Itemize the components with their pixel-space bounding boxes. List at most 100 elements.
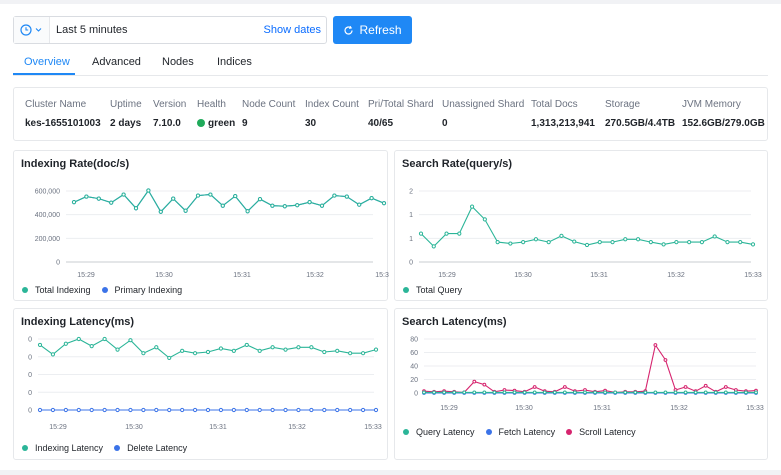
- legend-item[interactable]: Total Query: [403, 285, 462, 295]
- data-point: [723, 390, 728, 395]
- data-point: [508, 241, 513, 246]
- search-rate-chart[interactable]: 0 1 1 2 15:29 15:30 15:31 15:32 15:33: [395, 151, 769, 302]
- y-tick-label: 0: [28, 390, 32, 397]
- data-point: [37, 342, 43, 348]
- legend-item[interactable]: Scroll Latency: [566, 427, 636, 437]
- data-point: [750, 242, 756, 247]
- data-point: [457, 231, 462, 236]
- legend-item[interactable]: Fetch Latency: [485, 427, 555, 437]
- data-point: [307, 200, 312, 205]
- x-tick-label: 15:31: [593, 405, 611, 412]
- tab-indices[interactable]: Indices: [217, 56, 252, 68]
- legend-item[interactable]: Primary Indexing: [101, 285, 182, 295]
- legend-swatch: [485, 429, 492, 435]
- data-point: [723, 385, 728, 389]
- time-range-value[interactable]: Last 5 minutes: [56, 24, 128, 36]
- data-point: [683, 385, 688, 389]
- data-point: [512, 390, 517, 395]
- data-point: [270, 203, 275, 208]
- data-point: [542, 390, 547, 395]
- time-range-picker[interactable]: Last 5 minutes Show dates: [13, 16, 327, 44]
- data-point: [663, 390, 668, 395]
- data-point: [154, 407, 159, 413]
- data-point: [63, 407, 68, 413]
- data-point: [257, 348, 262, 353]
- cluster-summary: Cluster Name kes-1655101003 Uptime 2 day…: [13, 87, 768, 141]
- legend-label: Query Latency: [416, 427, 475, 437]
- data-point: [754, 390, 758, 395]
- tab-overview[interactable]: Overview: [24, 56, 70, 68]
- chevron-down-icon: [35, 28, 42, 32]
- x-tick-label: 15:31: [590, 272, 608, 279]
- legend-item[interactable]: Delete Latency: [114, 443, 187, 453]
- series-line: [73, 189, 385, 213]
- data-point: [584, 242, 590, 248]
- stat-node-count: Node Count 9: [242, 99, 295, 129]
- data-point: [369, 196, 374, 201]
- data-point: [63, 341, 68, 346]
- tab-advanced[interactable]: Advanced: [92, 56, 141, 68]
- refresh-label: Refresh: [359, 23, 402, 37]
- stat-value: 30: [305, 118, 317, 129]
- y-tick-label: 0: [28, 354, 32, 361]
- data-point: [663, 358, 668, 362]
- data-point: [192, 407, 198, 413]
- stat-value: 7.10.0: [153, 118, 181, 129]
- data-point: [121, 192, 126, 197]
- data-point: [245, 209, 250, 214]
- y-tick-label: 0: [28, 408, 32, 415]
- chart-legend: Query Latency Fetch Latency Scroll Laten…: [403, 427, 647, 437]
- data-point: [309, 407, 314, 413]
- data-point: [546, 240, 551, 245]
- data-point: [738, 240, 743, 245]
- data-point: [89, 344, 94, 349]
- stat-cluster-name: Cluster Name kes-1655101003: [25, 99, 101, 129]
- y-tick-label: 0: [28, 337, 32, 344]
- chart-title: Indexing Latency(ms): [21, 316, 135, 328]
- data-point: [319, 203, 325, 208]
- stat-index-count: Index Count 30: [305, 99, 359, 129]
- y-tick-label: 600,000: [35, 189, 60, 196]
- data-point: [583, 390, 587, 395]
- refresh-button[interactable]: Refresh: [333, 16, 412, 44]
- indexing-latency-chart[interactable]: 0 0 0 0 0 15:29 15:30 15:31 15:32 15:33: [14, 309, 389, 461]
- y-tick-label: 400,000: [35, 212, 60, 219]
- chart-legend: Indexing Latency Delete Latency: [22, 443, 198, 453]
- data-point: [495, 240, 500, 245]
- show-dates-link[interactable]: Show dates: [263, 24, 321, 36]
- time-quick-select[interactable]: [14, 17, 50, 43]
- data-point: [683, 390, 688, 395]
- legend-swatch: [403, 429, 409, 435]
- data-point: [593, 390, 597, 395]
- x-tick-label: 15:31: [209, 424, 227, 431]
- data-point: [643, 390, 648, 395]
- tab-nodes[interactable]: Nodes: [162, 56, 194, 68]
- y-tick-label: 80: [410, 337, 418, 344]
- legend-swatch: [403, 287, 409, 293]
- data-point: [208, 192, 213, 197]
- data-point: [469, 204, 475, 209]
- data-point: [283, 407, 288, 413]
- clock-icon: [20, 24, 42, 36]
- data-point: [220, 203, 225, 208]
- data-point: [296, 345, 301, 350]
- data-point: [195, 193, 201, 198]
- data-point: [360, 351, 366, 356]
- data-point: [744, 390, 748, 395]
- series-line: [420, 205, 754, 248]
- legend-swatch: [114, 445, 121, 451]
- data-point: [623, 390, 628, 395]
- data-point: [522, 390, 527, 395]
- legend-item[interactable]: Indexing Latency: [22, 443, 103, 453]
- legend-item[interactable]: Total Indexing: [22, 285, 91, 295]
- data-point: [257, 407, 262, 413]
- stat-value: kes-1655101003: [25, 118, 101, 129]
- data-point: [360, 407, 366, 413]
- indexing-rate-chart[interactable]: 0 200,000 400,000 600,000 15:29 15:30 15:31 15:…: [14, 151, 389, 302]
- data-point: [335, 407, 340, 413]
- data-point: [348, 351, 353, 356]
- search-latency-chart[interactable]: 0 20 40 60 80 15:29 15:30 15:31 15:32 15:33: [395, 309, 769, 461]
- legend-item[interactable]: Query Latency: [403, 427, 475, 437]
- data-point: [205, 349, 211, 355]
